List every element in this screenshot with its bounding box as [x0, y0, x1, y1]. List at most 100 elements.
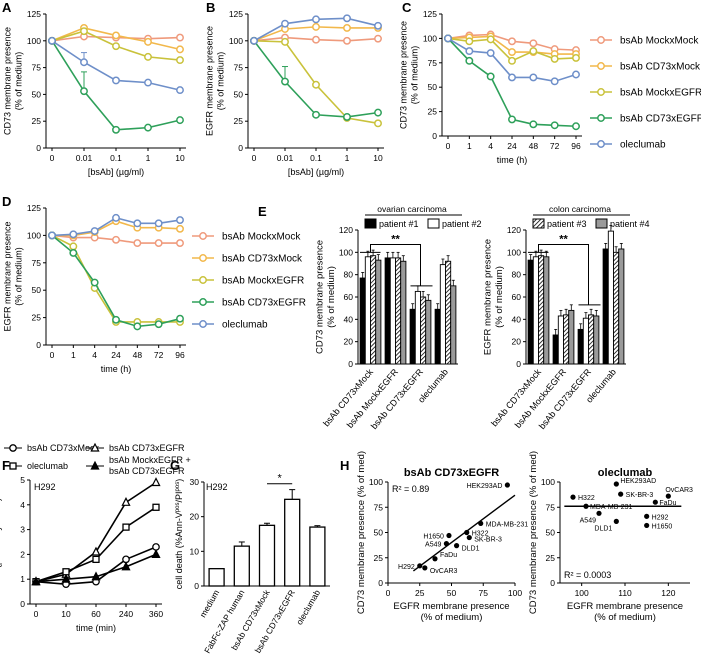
legend-marker [597, 114, 605, 122]
data-point [529, 47, 538, 56]
chart-title: oleclumab [598, 467, 653, 479]
y-tick-label: 0 [550, 578, 555, 588]
y-tick-label: 0 [194, 581, 199, 591]
x-axis-label: (% of medium) [594, 612, 656, 623]
y-tick-label: 0 [378, 578, 383, 588]
x-tick-label: 24 [507, 141, 517, 151]
chart-c: 0 25 50 75 100 125 0 1 4 24 48 72 96 time (h) CD73 mem… [399, 9, 582, 165]
x-tick-label: 360 [149, 609, 163, 619]
data-point [176, 56, 184, 65]
legend-marker [199, 276, 207, 284]
data-point [80, 58, 88, 67]
data-point [281, 37, 289, 46]
y-tick-label: 3 [20, 525, 25, 535]
x-axis-label: [bsAb] (µg/ml) [88, 167, 144, 177]
y-axis-label: (% of medium) [14, 247, 24, 306]
data-point [613, 481, 619, 487]
bar [602, 248, 609, 365]
legend-c: bsAb MockxMock bsAb CD73xMock bsAb MockxEG… [590, 36, 701, 151]
series-line [35, 506, 157, 583]
legend-swatch [595, 218, 608, 229]
series-line [253, 40, 379, 118]
point-label: A549 [580, 517, 596, 524]
x-axis-label: time (h) [497, 155, 528, 165]
x-tick-label: 0 [50, 153, 55, 163]
data-point [312, 110, 320, 119]
y-tick-label: 0 [36, 143, 41, 153]
y-tick-label: 0 [516, 359, 521, 369]
bar [420, 296, 427, 365]
legend-label: bsAb CD73xMock [27, 443, 100, 453]
data-point [465, 47, 474, 56]
x-tick-label: 75 [479, 588, 489, 598]
cell-line-f: H292 [34, 482, 56, 492]
legend-swatch [427, 218, 440, 229]
y-tick-label: 100 [423, 33, 437, 43]
data-point [69, 248, 78, 257]
significance-label: * [277, 473, 282, 485]
y-tick-label: 25 [374, 553, 384, 563]
data-point [48, 231, 56, 240]
x-tick-label: 240 [119, 609, 133, 619]
r2-label: R² = 0.0003 [564, 570, 611, 580]
x-tick-label: 0.1 [110, 153, 122, 163]
x-tick-label: oleclumab [294, 588, 322, 627]
point-label: MDA-MB-231 [590, 504, 633, 511]
panel-label-b: B [206, 0, 215, 15]
data-point [133, 239, 142, 248]
bar [450, 285, 457, 365]
y-axis-label: (% of medium) [326, 266, 337, 328]
y-tick-label: 100 [541, 477, 555, 487]
y-tick-label: 120 [339, 225, 353, 235]
legend-marker [90, 442, 100, 452]
legend-marker [597, 140, 605, 148]
y-axis-label-part: pos [175, 502, 181, 512]
bar [439, 264, 446, 365]
y-tick-label: 100 [369, 477, 383, 487]
x-tick-label: 48 [529, 141, 539, 151]
y-tick-label: 40 [344, 314, 354, 324]
data-point [112, 42, 120, 51]
y-tick-label: 75 [234, 63, 244, 73]
data-point [374, 108, 382, 117]
point-label: OvCAR3 [665, 487, 693, 494]
bar [613, 251, 620, 365]
x-tick-label: 1 [146, 153, 151, 163]
bar [370, 255, 377, 365]
data-point [154, 320, 163, 329]
y-tick-label: 60 [344, 292, 354, 302]
data-point [121, 561, 131, 571]
data-point [529, 73, 538, 82]
chart-e2: 0 20 40 60 80 100 120 EGFR membrane presence (% … [482, 225, 626, 431]
point-label: MDA-MB-231 [486, 521, 529, 528]
chart-h1: 0 25 50 75 100 0 25 50 75 100 EGFR membrane presen… [356, 451, 528, 623]
data-point [69, 230, 78, 239]
legend-label: patient #1 [379, 219, 419, 229]
y-tick-label: 25 [32, 313, 42, 323]
y-axis-label: EGFR membrane presence [3, 221, 13, 331]
y-axis-label: CD73 membrane presence [314, 240, 325, 354]
x-tick-label: 50 [447, 588, 457, 598]
bar [384, 257, 391, 365]
x-axis-label: [bsAb] (µg/ml) [288, 167, 344, 177]
x-tick-label: 25 [415, 588, 425, 598]
legend-marker [597, 36, 605, 44]
legend-d: bsAb MockxMock bsAb CD73xMock bsAb MockxEG… [192, 232, 306, 331]
data-point [144, 123, 152, 132]
data-point [374, 119, 382, 128]
y-tick-label: 4 [20, 500, 25, 510]
x-axis-label: time (min) [76, 623, 116, 633]
point-label: A549 [425, 542, 441, 549]
y-axis-label-part: cell death (%Ann-V [174, 512, 184, 589]
data-point [572, 70, 580, 79]
data-point [61, 573, 71, 583]
x-tick-label: 10 [61, 609, 71, 619]
data-point [312, 15, 320, 24]
y-axis-label: CD73 membrane presence (% of med) [528, 451, 539, 614]
y-tick-label: 100 [507, 247, 521, 257]
panel-label-h: H [340, 458, 349, 473]
y-axis-label: CD73 membrane presence [3, 27, 13, 135]
x-tick-label: 1 [467, 141, 472, 151]
y-tick-label: 100 [229, 36, 243, 46]
